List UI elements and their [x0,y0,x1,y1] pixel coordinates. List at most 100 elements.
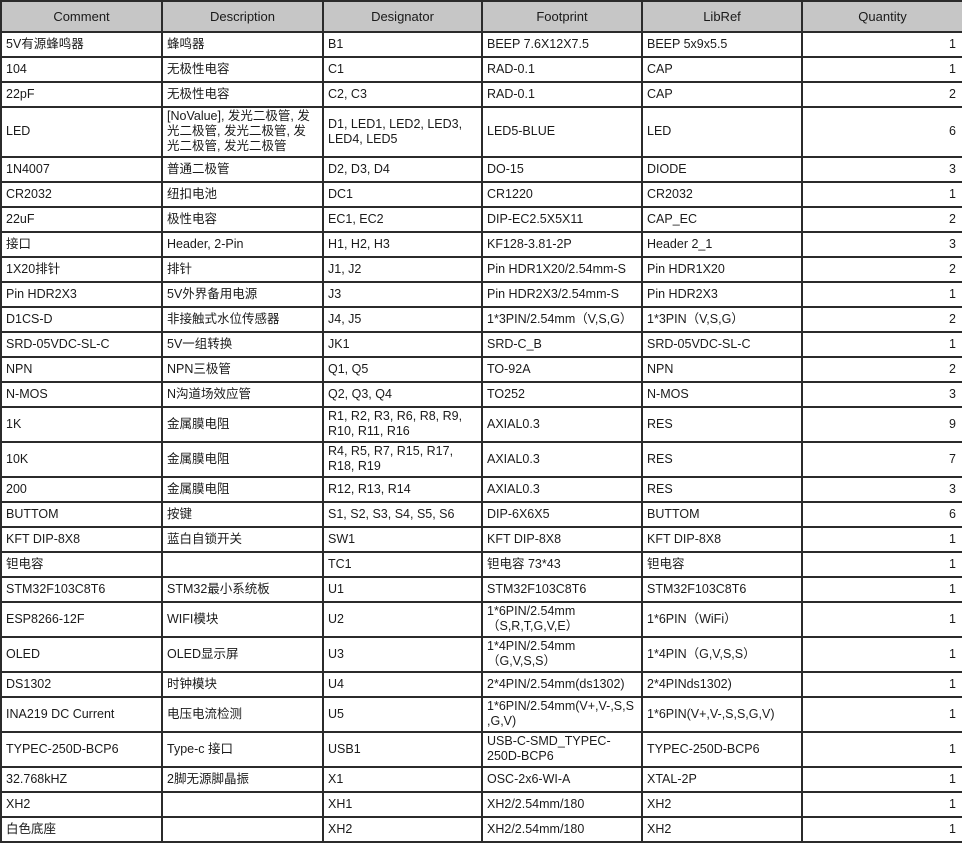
cell-quantity: 2 [802,307,962,333]
cell-description: 金属膜电阻 [162,477,324,503]
table-row[interactable]: 22pF 无极性电容 C2, C3 RAD-0.1 CAP 2 [1,82,962,108]
cell-libref: 钽电容 [642,552,803,578]
cell-libref: XTAL-2P [642,767,803,793]
table-row[interactable]: 白色底座 XH2 XH2/2.54mm/180 XH2 1 [1,817,962,843]
cell-footprint: 1*6PIN/2.54mm(V+,V-,S,S,G,V) [482,697,643,733]
table-row[interactable]: STM32F103C8T6 STM32最小系统板 U1 STM32F103C8T6 ST… [1,577,962,603]
cell-comment: BUTTOM [1,502,163,528]
cell-libref: RES [642,477,803,503]
table-row[interactable]: 接口 Header, 2-Pin H1, H2, H3 KF128-3.81-2P He… [1,232,962,258]
cell-libref: 2*4PINds1302) [642,672,803,698]
cell-designator: J1, J2 [323,257,483,283]
cell-comment: 1X20排针 [1,257,163,283]
cell-designator: D2, D3, D4 [323,157,483,183]
table-row[interactable]: 1K 金属膜电阻 R1, R2, R3, R6, R8, R9, R10, R11,… [1,407,962,443]
cell-libref: TYPEC-250D-BCP6 [642,732,803,768]
column-header-quantity[interactable]: Quantity [802,1,962,33]
table-row[interactable]: INA219 DC Current 电压电流检测 U5 1*6PIN/2.54mm(V… [1,697,962,733]
cell-libref: BUTTOM [642,502,803,528]
cell-designator: J3 [323,282,483,308]
column-header-designator[interactable]: Designator [323,1,483,33]
cell-libref: 1*6PIN（WiFi） [642,602,803,638]
cell-description: 普通二极管 [162,157,324,183]
cell-quantity: 3 [802,232,962,258]
cell-libref: STM32F103C8T6 [642,577,803,603]
cell-footprint: SRD-C_B [482,332,643,358]
cell-description [162,792,324,818]
column-header-libref[interactable]: LibRef [642,1,803,33]
cell-designator: C2, C3 [323,82,483,108]
cell-description: 5V外界备用电源 [162,282,324,308]
cell-designator: Q1, Q5 [323,357,483,383]
cell-quantity: 1 [802,527,962,553]
cell-comment: Pin HDR2X3 [1,282,163,308]
cell-quantity: 1 [802,282,962,308]
cell-designator: B1 [323,32,483,58]
cell-comment: CR2032 [1,182,163,208]
cell-quantity: 9 [802,407,962,443]
cell-description: N沟道场效应管 [162,382,324,408]
table-row[interactable]: 5V有源蜂鸣器 蜂鸣器 B1 BEEP 7.6X12X7.5 BEEP 5x9x5.5 1 [1,32,962,58]
cell-description: 金属膜电阻 [162,407,324,443]
table-row[interactable]: 钽电容 TC1 钽电容 73*43 钽电容 1 [1,552,962,578]
cell-designator: JK1 [323,332,483,358]
cell-libref: 1*6PIN(V+,V-,S,S,G,V) [642,697,803,733]
cell-description: [NoValue], 发光二极管, 发光二极管, 发光二极管, 发光二极管, 发… [162,107,324,158]
table-row[interactable]: SRD-05VDC-SL-C 5V一组转换 JK1 SRD-C_B SRD-05VDC-… [1,332,962,358]
column-header-footprint[interactable]: Footprint [482,1,643,33]
table-row[interactable]: KFT DIP-8X8 蓝白自锁开关 SW1 KFT DIP-8X8 KFT DIP-8… [1,527,962,553]
table-row[interactable]: ESP8266-12F WIFI模块 U2 1*6PIN/2.54mm（S,R,T,G… [1,602,962,638]
cell-footprint: DIP-EC2.5X5X11 [482,207,643,233]
cell-description: 无极性电容 [162,57,324,83]
table-row[interactable]: 10K 金属膜电阻 R4, R5, R7, R15, R17, R18, R19 AX… [1,442,962,478]
cell-libref: 1*4PIN（G,V,S,S） [642,637,803,673]
table-row[interactable]: 104 无极性电容 C1 RAD-0.1 CAP 1 [1,57,962,83]
cell-quantity: 1 [802,332,962,358]
table-row[interactable]: 22uF 极性电容 EC1, EC2 DIP-EC2.5X5X11 CAP_EC 2 [1,207,962,233]
table-row[interactable]: DS1302 时钟模块 U4 2*4PIN/2.54mm(ds1302) 2*4PINd… [1,672,962,698]
cell-comment: 接口 [1,232,163,258]
cell-comment: INA219 DC Current [1,697,163,733]
cell-comment: 钽电容 [1,552,163,578]
cell-libref: SRD-05VDC-SL-C [642,332,803,358]
cell-designator: XH2 [323,817,483,843]
table-row[interactable]: NPN NPN三极管 Q1, Q5 TO-92A NPN 2 [1,357,962,383]
table-body: 5V有源蜂鸣器 蜂鸣器 B1 BEEP 7.6X12X7.5 BEEP 5x9x5.5 1… [1,32,962,843]
table-header-row: Comment Description Designator Footprint… [1,1,962,33]
cell-footprint: Pin HDR1X20/2.54mm-S [482,257,643,283]
cell-quantity: 1 [802,577,962,603]
table-row[interactable]: OLED OLED显示屏 U3 1*4PIN/2.54mm（G,V,S,S） 1*4PI… [1,637,962,673]
cell-comment: TYPEC-250D-BCP6 [1,732,163,768]
table-row[interactable]: LED [NoValue], 发光二极管, 发光二极管, 发光二极管, 发光二极管… [1,107,962,158]
cell-comment: D1CS-D [1,307,163,333]
cell-comment: OLED [1,637,163,673]
table-row[interactable]: D1CS-D 非接触式水位传感器 J4, J5 1*3PIN/2.54mm（V,S,G… [1,307,962,333]
cell-designator: TC1 [323,552,483,578]
cell-designator: S1, S2, S3, S4, S5, S6 [323,502,483,528]
table-row[interactable]: 1X20排针 排针 J1, J2 Pin HDR1X20/2.54mm-S Pin HD… [1,257,962,283]
cell-quantity: 2 [802,357,962,383]
table-row[interactable]: Pin HDR2X3 5V外界备用电源 J3 Pin HDR2X3/2.54mm-S P… [1,282,962,308]
table-row[interactable]: CR2032 纽扣电池 DC1 CR1220 CR2032 1 [1,182,962,208]
table-row[interactable]: BUTTOM 按键 S1, S2, S3, S4, S5, S6 DIP-6X6X5 B… [1,502,962,528]
cell-description: 时钟模块 [162,672,324,698]
column-header-description[interactable]: Description [162,1,324,33]
cell-libref: Pin HDR2X3 [642,282,803,308]
cell-comment: 22pF [1,82,163,108]
cell-libref: NPN [642,357,803,383]
cell-quantity: 1 [802,32,962,58]
cell-footprint: Pin HDR2X3/2.54mm-S [482,282,643,308]
table-row[interactable]: 1N4007 普通二极管 D2, D3, D4 DO-15 DIODE 3 [1,157,962,183]
cell-description: Type-c 接口 [162,732,324,768]
cell-comment: 5V有源蜂鸣器 [1,32,163,58]
table-row[interactable]: N-MOS N沟道场效应管 Q2, Q3, Q4 TO252 N-MOS 3 [1,382,962,408]
table-row[interactable]: TYPEC-250D-BCP6 Type-c 接口 USB1 USB-C-SMD_TY… [1,732,962,768]
table-row[interactable]: 32.768kHZ 2脚无源脚晶振 X1 OSC-2x6-WI-A XTAL-2P 1 [1,767,962,793]
column-header-comment[interactable]: Comment [1,1,163,33]
table-row[interactable]: XH2 XH1 XH2/2.54mm/180 XH2 1 [1,792,962,818]
cell-footprint: BEEP 7.6X12X7.5 [482,32,643,58]
table-row[interactable]: 200 金属膜电阻 R12, R13, R14 AXIAL0.3 RES 3 [1,477,962,503]
cell-description: 纽扣电池 [162,182,324,208]
cell-footprint: DO-15 [482,157,643,183]
